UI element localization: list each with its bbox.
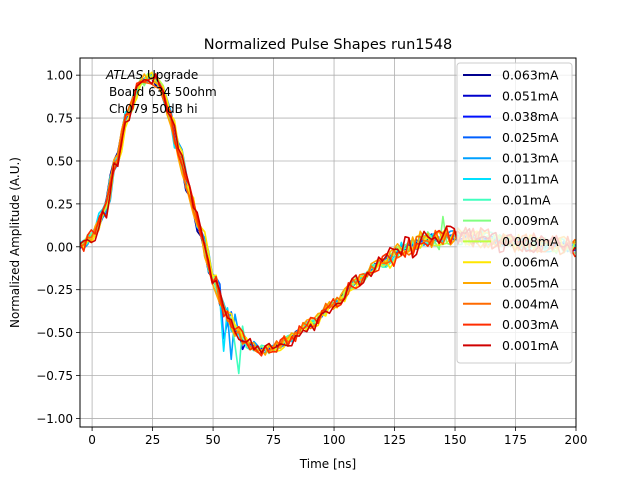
legend-label: 0.006mA (502, 255, 559, 270)
y-tick-label: −1.00 (36, 412, 73, 426)
legend-label: 0.038mA (502, 109, 559, 124)
legend-entry: 0.051mA (463, 88, 559, 103)
legend-label: 0.008mA (502, 234, 559, 249)
y-tick-label: 0.25 (46, 197, 73, 211)
legend-entry: 0.008mA (463, 234, 559, 249)
legend-label: 0.001mA (502, 338, 559, 353)
legend-entry: 0.009mA (463, 213, 559, 228)
chart-title: Normalized Pulse Shapes run1548 (204, 37, 452, 53)
annotation-upgrade: Upgrade (143, 68, 198, 82)
annotation-line-2: Board 634 50ohm (109, 85, 217, 99)
y-tick-label: 0.00 (46, 240, 73, 254)
legend-entry: 0.01mA (463, 192, 551, 207)
legend-entry: 0.006mA (463, 255, 559, 270)
x-tick-label: 25 (145, 433, 160, 447)
x-tick-label: 100 (323, 433, 346, 447)
x-axis-ticks: 0 25 50 75 100 125 150 175 200 (88, 427, 587, 447)
plot-frame (79, 57, 577, 428)
legend-entry: 0.013mA (463, 151, 559, 166)
legend-label: 0.003mA (502, 317, 559, 332)
legend-label: 0.004mA (502, 296, 559, 311)
x-tick-label: 175 (504, 433, 527, 447)
x-tick-label: 150 (444, 433, 467, 447)
x-tick-label: 50 (205, 433, 220, 447)
legend-entry: 0.004mA (463, 296, 559, 311)
legend-label: 0.005mA (502, 276, 559, 291)
legend-entry: 0.025mA (463, 130, 559, 145)
legend-entry: 0.063mA (463, 68, 559, 83)
legend: 0.063mA 0.051mA 0.038mA 0.025mA 0.013mA 0.011… (456, 62, 573, 364)
legend-label: 0.009mA (502, 213, 559, 228)
y-tick-label: 0.50 (46, 154, 73, 168)
legend-label: 0.013mA (502, 151, 559, 166)
x-tick-label: 75 (266, 433, 281, 447)
annotation: ATLAS Upgrade Board 634 50ohm Ch079 50dB… (105, 68, 217, 116)
y-tick-label: −0.50 (36, 326, 73, 340)
y-tick-label: 0.75 (46, 112, 73, 126)
y-tick-label: 1.00 (46, 69, 73, 83)
legend-entry: 0.001mA (463, 338, 559, 353)
legend-label: 0.063mA (502, 68, 559, 83)
legend-entry: 0.011mA (463, 172, 559, 187)
legend-label: 0.01mA (502, 192, 551, 207)
legend-label: 0.011mA (502, 172, 559, 187)
legend-label: 0.051mA (502, 88, 559, 103)
legend-entry: 0.005mA (463, 276, 559, 291)
x-axis-label: Time [ns] (299, 457, 356, 471)
annotation-atlas: ATLAS (105, 68, 144, 82)
annotation-line-3: Ch079 50dB hi (109, 102, 198, 116)
x-tick-label: 0 (88, 433, 96, 447)
y-tick-label: −0.75 (36, 369, 73, 383)
y-axis-label: Normalized Amplitude (A.U.) (8, 157, 22, 328)
legend-label: 0.025mA (502, 130, 559, 145)
x-tick-label: 125 (383, 433, 406, 447)
legend-items: 0.063mA 0.051mA 0.038mA 0.025mA 0.013mA 0.011… (463, 68, 559, 353)
x-tick-label: 200 (565, 433, 588, 447)
y-axis-ticks: −1.00 −0.75 −0.50 −0.25 0.00 0.25 0.50 0.75 1.00 (36, 69, 80, 426)
y-tick-label: −0.25 (36, 283, 73, 297)
legend-entry: 0.038mA (463, 109, 559, 124)
legend-entry: 0.003mA (463, 317, 559, 332)
annotation-line-1: ATLAS Upgrade (105, 68, 198, 82)
